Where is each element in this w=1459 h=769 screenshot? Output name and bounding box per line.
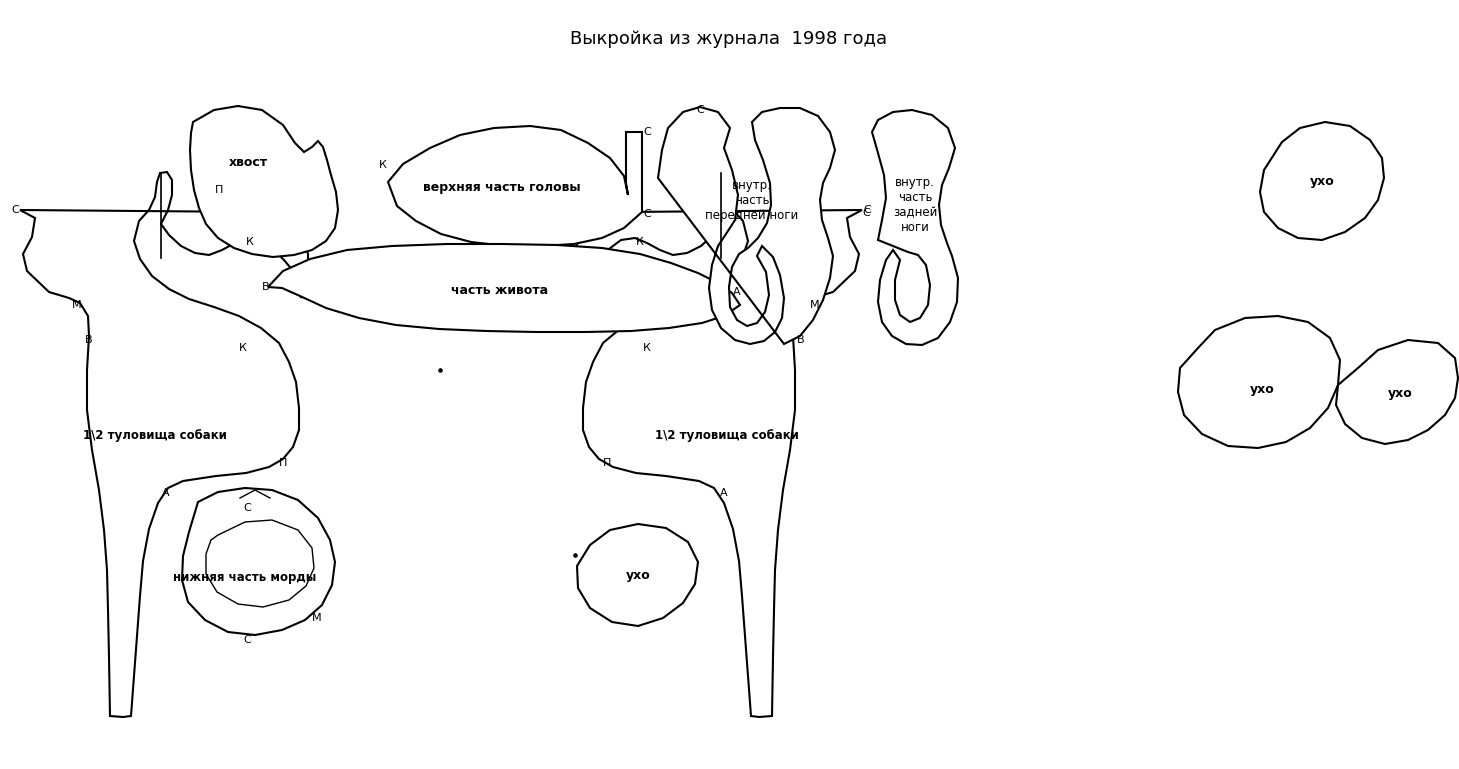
Text: С: С bbox=[244, 635, 251, 645]
Text: внутр.
часть
задней
ноги: внутр. часть задней ноги bbox=[893, 176, 937, 234]
Text: М: М bbox=[810, 300, 820, 310]
Text: Выкройка из журнала  1998 года: Выкройка из журнала 1998 года bbox=[570, 30, 887, 48]
Text: В: В bbox=[85, 335, 92, 345]
Text: 1\2 туловища собаки: 1\2 туловища собаки bbox=[83, 428, 228, 441]
Text: С: С bbox=[696, 105, 703, 115]
Text: М: М bbox=[71, 300, 82, 310]
Text: часть живота: часть живота bbox=[451, 284, 549, 297]
Polygon shape bbox=[658, 107, 835, 344]
Polygon shape bbox=[190, 106, 338, 257]
Text: К: К bbox=[636, 237, 643, 247]
Text: 1\2 туловища собаки: 1\2 туловища собаки bbox=[655, 428, 800, 441]
Text: П: П bbox=[279, 458, 287, 468]
Text: К: К bbox=[247, 237, 254, 247]
Polygon shape bbox=[573, 172, 862, 717]
Text: верхняя часть головы: верхняя часть головы bbox=[423, 181, 581, 194]
Text: С: С bbox=[643, 209, 651, 219]
Polygon shape bbox=[206, 520, 314, 607]
Text: С: С bbox=[862, 208, 870, 218]
Polygon shape bbox=[182, 488, 336, 635]
Text: А: А bbox=[732, 287, 741, 297]
Text: С: С bbox=[643, 127, 651, 137]
Polygon shape bbox=[576, 524, 697, 626]
Text: А: А bbox=[719, 488, 728, 498]
Polygon shape bbox=[1261, 122, 1385, 240]
Text: ухо: ухо bbox=[1249, 384, 1274, 397]
Text: К: К bbox=[379, 160, 387, 170]
Text: С: С bbox=[244, 503, 251, 513]
Text: С: С bbox=[864, 205, 871, 215]
Text: П: П bbox=[214, 185, 223, 195]
Text: ухо: ухо bbox=[1310, 175, 1335, 188]
Text: М: М bbox=[312, 613, 321, 623]
Text: нижняя часть морды: нижняя часть морды bbox=[174, 571, 317, 584]
Polygon shape bbox=[872, 110, 959, 345]
Text: С: С bbox=[12, 205, 19, 215]
Text: внутр.
часть
передней ноги: внутр. часть передней ноги bbox=[705, 178, 798, 221]
Text: А: А bbox=[162, 488, 169, 498]
Text: К: К bbox=[239, 343, 247, 353]
Text: хвост: хвост bbox=[229, 155, 267, 168]
Polygon shape bbox=[1336, 340, 1458, 444]
Polygon shape bbox=[268, 244, 740, 332]
Text: К: К bbox=[643, 343, 651, 353]
Polygon shape bbox=[20, 172, 308, 717]
Text: ухо: ухо bbox=[1388, 387, 1412, 400]
Polygon shape bbox=[1177, 316, 1339, 448]
Polygon shape bbox=[388, 126, 642, 246]
Text: В: В bbox=[263, 282, 270, 292]
Text: П: П bbox=[603, 458, 611, 468]
Text: ухо: ухо bbox=[626, 570, 651, 582]
Text: В: В bbox=[797, 335, 804, 345]
